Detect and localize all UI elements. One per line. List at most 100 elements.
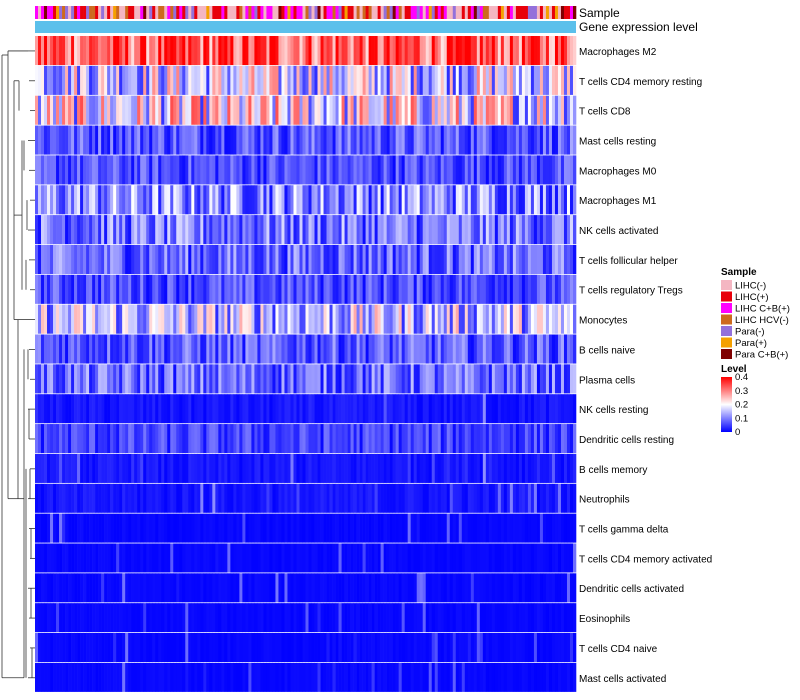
heatmap-cell (464, 244, 469, 274)
heatmap-cell (470, 244, 475, 274)
heatmap-cell (410, 185, 414, 215)
heatmap-cell (422, 244, 427, 274)
sample-cell-lihc (524, 6, 529, 19)
heatmap-cell (482, 453, 487, 483)
row-label: Mast cells activated (579, 674, 666, 685)
heatmap-cell (443, 215, 448, 245)
heatmap-cell (458, 185, 463, 215)
heatmap-cell (86, 424, 90, 454)
heatmap-cell (179, 573, 183, 603)
heatmap-cell (41, 513, 45, 543)
heatmap-cell (149, 185, 153, 215)
heatmap-cell (218, 573, 222, 603)
heatmap-cell (323, 453, 327, 483)
heatmap-cell (521, 244, 526, 274)
heatmap-cell (440, 424, 445, 454)
heatmap-cell (356, 274, 360, 304)
heatmap-cell (44, 244, 48, 274)
heatmap-cell (320, 215, 324, 245)
heatmap-cell (62, 483, 66, 513)
heatmap-cell (482, 244, 487, 274)
heatmap-cell (194, 662, 198, 692)
heatmap-cell (536, 543, 541, 573)
heatmap-cell (302, 573, 306, 603)
heatmap-cell (473, 633, 478, 663)
heatmap-cell (485, 633, 490, 663)
heatmap-cell (155, 65, 159, 95)
heatmap-cell (299, 185, 303, 215)
heatmap-cell (494, 394, 499, 424)
heatmap-cell (230, 125, 234, 155)
heatmap-cell (509, 394, 514, 424)
heatmap-cell (518, 304, 523, 334)
heatmap-cell (332, 603, 336, 633)
heatmap-cell (350, 364, 354, 394)
heatmap-cell (266, 633, 270, 663)
heatmap-cell (185, 394, 189, 424)
heatmap-cell (368, 274, 372, 304)
heatmap-cell (320, 125, 324, 155)
heatmap-cell (227, 424, 231, 454)
heatmap-cell (431, 573, 436, 603)
heatmap-cell (209, 364, 213, 394)
heatmap-cell (185, 95, 189, 125)
heatmap-cell (410, 513, 414, 543)
heatmap-cell (302, 304, 306, 334)
heatmap-cell (521, 543, 526, 573)
heatmap-cell (110, 633, 114, 663)
heatmap-cell (68, 573, 72, 603)
heatmap-cell (449, 573, 454, 603)
heatmap-cell (86, 603, 90, 633)
heatmap-cell (245, 483, 249, 513)
heatmap-cell (512, 95, 517, 125)
heatmap-cell (158, 65, 162, 95)
heatmap-cell (269, 394, 273, 424)
heatmap-cell (350, 633, 354, 663)
heatmap-cell (344, 274, 348, 304)
heatmap-cell (452, 334, 457, 364)
heatmap-cell (263, 155, 267, 185)
heatmap-cell (320, 453, 324, 483)
heatmap-cell (545, 424, 550, 454)
heatmap-cell (218, 215, 222, 245)
heatmap-cell (170, 633, 174, 663)
heatmap-cell (551, 573, 556, 603)
heatmap-cell (368, 394, 372, 424)
heatmap-cell (131, 36, 135, 66)
heatmap-cell (455, 633, 460, 663)
heatmap-cell (227, 662, 231, 692)
heatmap-cell (68, 215, 72, 245)
sample-cell-lihc (422, 6, 427, 19)
heatmap-cell (482, 95, 487, 125)
heatmap-cell (365, 304, 369, 334)
heatmap-cell (200, 95, 204, 125)
heatmap-cell (536, 274, 541, 304)
heatmap-cell (83, 95, 87, 125)
heatmap-cell (326, 573, 330, 603)
heatmap-cell (491, 244, 496, 274)
heatmap-cell (377, 394, 381, 424)
heatmap-cell (347, 633, 351, 663)
heatmap-cell (443, 125, 448, 155)
heatmap-cell (329, 603, 333, 633)
heatmap-cell (422, 573, 427, 603)
sample-cell-lihc (401, 6, 405, 19)
row-label: Dendritic cells activated (579, 584, 684, 595)
heatmap-cell (551, 364, 556, 394)
heatmap-cell (404, 513, 408, 543)
heatmap-cell (539, 155, 544, 185)
heatmap-cell (149, 573, 153, 603)
heatmap-cell (491, 424, 496, 454)
heatmap-cell (557, 543, 562, 573)
sample-cell-lihc (83, 6, 87, 19)
heatmap-cell (551, 453, 556, 483)
heatmap-cell (41, 185, 45, 215)
heatmap-cell (161, 304, 165, 334)
heatmap-cell (35, 662, 39, 692)
heatmap-cell (440, 513, 445, 543)
heatmap-cell (149, 662, 153, 692)
heatmap-cell (95, 633, 99, 663)
sample-cell-lihc (434, 6, 439, 19)
heatmap-cell (197, 244, 201, 274)
heatmap-cell (563, 65, 568, 95)
